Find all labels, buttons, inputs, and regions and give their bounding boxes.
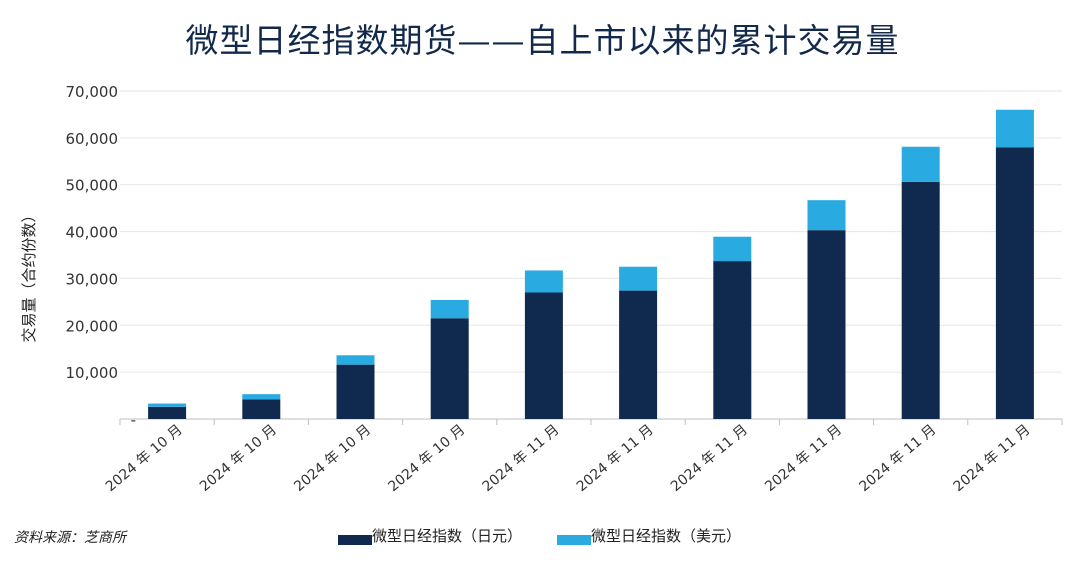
bar-usd xyxy=(524,270,563,293)
legend-item-jpy: 微型日经指数（日元） xyxy=(338,525,522,546)
legend-label-jpy: 微型日经指数（日元） xyxy=(372,527,523,545)
bar-jpy xyxy=(807,230,846,419)
bar-jpy xyxy=(619,290,658,419)
bar-usd xyxy=(901,146,940,182)
x-tick-label: 2024 年 11 月 xyxy=(762,422,845,495)
y-tick-label: 50,000 xyxy=(66,177,119,195)
y-tick-label: - xyxy=(131,411,136,429)
bar-usd xyxy=(336,355,375,365)
legend-swatch-usd xyxy=(557,534,591,545)
bar-jpy xyxy=(242,399,281,419)
x-tick-label: 2024 年 11 月 xyxy=(668,422,751,495)
x-tick-label: 2024 年 11 月 xyxy=(480,422,563,495)
y-axis-label: 交易量（合约份数） xyxy=(20,207,38,342)
x-tick-label: 2024 年 10 月 xyxy=(103,422,186,495)
y-tick-label: 70,000 xyxy=(66,83,119,101)
x-tick-label: 2024 年 11 月 xyxy=(574,422,657,495)
bar-usd xyxy=(430,299,469,319)
legend-item-usd: 微型日经指数（美元） xyxy=(557,525,741,546)
bar-jpy xyxy=(430,318,469,419)
legend-swatch-jpy xyxy=(338,534,372,545)
y-tick-label: 10,000 xyxy=(66,364,119,382)
bar-jpy xyxy=(524,292,563,419)
bar-usd xyxy=(148,403,187,407)
bar-usd xyxy=(619,266,658,291)
bar-jpy xyxy=(148,406,187,419)
x-tick-label: 2024 年 11 月 xyxy=(856,422,939,495)
x-tick-label: 2024 年 10 月 xyxy=(197,422,280,495)
x-tick-label: 2024 年 10 月 xyxy=(385,422,468,495)
bar-usd xyxy=(713,236,752,262)
source-note: 资料来源：芝商所 xyxy=(14,530,126,546)
legend-label-usd: 微型日经指数（美元） xyxy=(591,527,742,545)
x-tick-label: 2024 年 10 月 xyxy=(291,422,374,495)
y-tick-label: 30,000 xyxy=(66,270,119,288)
bar-jpy xyxy=(901,181,940,419)
bar-usd xyxy=(807,200,846,231)
x-tick-label: 2024 年 11 月 xyxy=(951,422,1034,495)
y-tick-label: 40,000 xyxy=(66,224,119,242)
bar-usd xyxy=(995,109,1034,148)
y-tick-label: 60,000 xyxy=(66,130,119,148)
bar-jpy xyxy=(336,364,375,419)
bar-jpy xyxy=(995,147,1034,419)
bar-jpy xyxy=(713,261,752,419)
y-tick-label: 20,000 xyxy=(66,317,119,335)
bar-usd xyxy=(242,394,281,400)
chart-title: 微型日经指数期货——自上市以来的累计交易量 xyxy=(185,21,900,60)
